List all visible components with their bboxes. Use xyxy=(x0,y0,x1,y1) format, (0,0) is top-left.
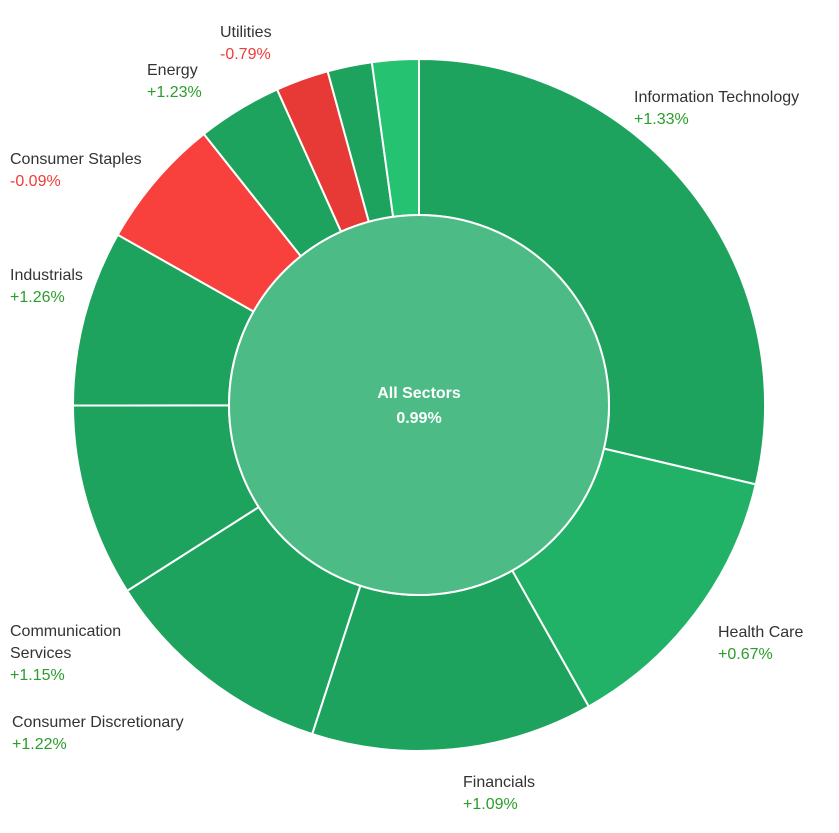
slice-label-name: Communication xyxy=(10,623,121,640)
slice-labels: Information Technology +1.33% Health Care +… xyxy=(10,24,803,813)
slice-label-change: -0.09% xyxy=(10,173,61,190)
slice-label-change: +1.23% xyxy=(147,84,202,101)
slice-label-change: -0.79% xyxy=(220,46,271,63)
slice-label-name: Financials xyxy=(463,774,535,791)
center-label: All Sectors xyxy=(377,385,461,402)
center-value: 0.99% xyxy=(396,410,441,427)
slice-label-name: Utilities xyxy=(220,24,272,41)
donut-slices xyxy=(71,57,766,752)
slice-label-change: +1.15% xyxy=(10,667,65,684)
slice-label-name: Health Care xyxy=(718,624,803,641)
slice-label-change: +1.33% xyxy=(634,111,689,128)
slice-label-name: Consumer Staples xyxy=(10,151,142,168)
slice-label-change: +1.09% xyxy=(463,796,518,813)
slice-label-name: Consumer Discretionary xyxy=(12,714,184,731)
slice-label-name: Information Technology xyxy=(634,89,799,106)
slice-label-change: +0.67% xyxy=(718,646,773,663)
slice-label-change: +1.22% xyxy=(12,736,67,753)
slice-label-name: Energy xyxy=(147,62,198,79)
slice-label-change: +1.26% xyxy=(10,289,65,306)
slice-label-name: Industrials xyxy=(10,267,83,284)
center-circle[interactable] xyxy=(228,214,610,596)
slice-label-name: Services xyxy=(10,645,71,662)
